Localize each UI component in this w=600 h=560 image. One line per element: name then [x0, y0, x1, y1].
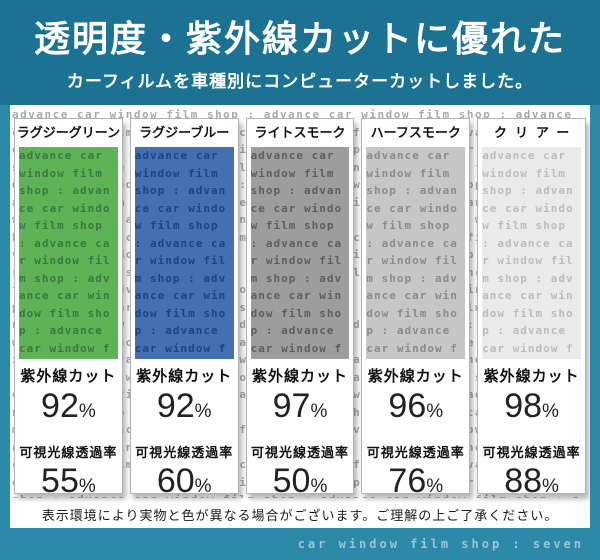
percent-number: 96 — [388, 387, 427, 425]
percent-number: 88 — [504, 462, 543, 500]
percent-number: 98 — [504, 387, 543, 425]
film-swatch-sample: advance car window film shop : advance c… — [366, 147, 466, 359]
subtitle: カーフィルムを車種別にコンピューターカットしました。 — [66, 72, 534, 91]
uv-cut-value: 92% — [15, 387, 122, 431]
percent-sign: % — [426, 401, 444, 422]
uv-cut-label: 紫外線カット — [483, 368, 580, 385]
vlt-value: 60% — [131, 462, 238, 506]
film-comparison-area: advance car window film shop : advance c… — [10, 105, 590, 528]
uv-cut-value: 97% — [247, 387, 354, 431]
uv-cut-label: 紫外線カット — [251, 368, 348, 385]
main-title: 透明度・紫外線カットに優れた — [33, 18, 566, 59]
film-name: ラグジーブルー — [139, 125, 230, 140]
vlt-label: 可視光線透過率 — [482, 445, 581, 460]
percent-sign: % — [426, 476, 444, 497]
vlt-label: 可視光線透過率 — [135, 445, 234, 460]
vlt-label: 可視光線透過率 — [250, 445, 349, 460]
percent-number: 76 — [388, 462, 427, 500]
film-card-luxury-blue: ラグジーブルー advance car window film shop : a… — [129, 118, 239, 500]
film-swatch-sample: advance car window film shop : advance c… — [250, 147, 350, 359]
uv-cut-label: 紫外線カット — [136, 368, 233, 385]
shop-name: car window film shop : seven — [297, 537, 584, 551]
uv-cut-value: 96% — [362, 387, 469, 431]
percent-number: 92 — [41, 387, 79, 425]
film-name: クリアー — [493, 125, 578, 140]
film-name: ライトスモーク — [254, 125, 346, 140]
disclaimer-text: 表示環境により実物と色が異なる場合がございます。ご理解の上ご了承ください。 — [41, 508, 559, 523]
percent-sign: % — [194, 401, 212, 422]
percent-sign: % — [310, 476, 328, 497]
uv-cut-label: 紫外線カット — [20, 368, 117, 385]
film-card-light-smoke: ライトスモーク advance car window film shop : a… — [245, 118, 355, 500]
vlt-label: 可視光線透過率 — [366, 445, 465, 460]
vlt-label: 可視光線透過率 — [19, 445, 118, 460]
vlt-value: 76% — [362, 462, 469, 506]
percent-sign: % — [310, 401, 328, 422]
percent-sign: % — [78, 401, 96, 422]
film-cards-row: ラグジーグリーン advance car window film shop : … — [14, 118, 586, 500]
film-swatch-sample: advance car window film shop : advance c… — [134, 147, 234, 359]
film-name: ハーフスモーク — [370, 125, 461, 140]
percent-number: 55 — [41, 462, 79, 500]
vlt-value: 55% — [15, 462, 122, 506]
film-card-half-smoke: ハーフスモーク advance car window film shop : a… — [361, 118, 471, 500]
film-card-clear: クリアー advance car window film shop : adva… — [477, 118, 586, 500]
uv-cut-label: 紫外線カット — [367, 368, 464, 385]
percent-sign: % — [542, 401, 559, 422]
film-card-luxury-green: ラグジーグリーン advance car window film shop : … — [14, 118, 123, 500]
percent-number: 50 — [272, 462, 311, 500]
percent-sign: % — [542, 476, 559, 497]
percent-number: 92 — [156, 387, 195, 425]
film-swatch-sample: advance car window film shop : advance c… — [19, 147, 118, 359]
percent-number: 97 — [272, 387, 311, 425]
percent-number: 60 — [156, 462, 195, 500]
film-swatch-sample: advance car window film shop : advance c… — [482, 147, 581, 359]
footer-bar: car window film shop : seven — [0, 528, 600, 560]
percent-sign: % — [194, 476, 212, 497]
uv-cut-value: 98% — [478, 387, 585, 431]
film-name: ラグジーグリーン — [16, 125, 121, 140]
vlt-value: 50% — [247, 462, 354, 506]
vlt-value: 88% — [478, 462, 585, 506]
header-banner: 透明度・紫外線カットに優れた カーフィルムを車種別にコンピューターカットしました… — [0, 0, 600, 105]
uv-cut-value: 92% — [131, 387, 238, 431]
percent-sign: % — [78, 476, 96, 497]
